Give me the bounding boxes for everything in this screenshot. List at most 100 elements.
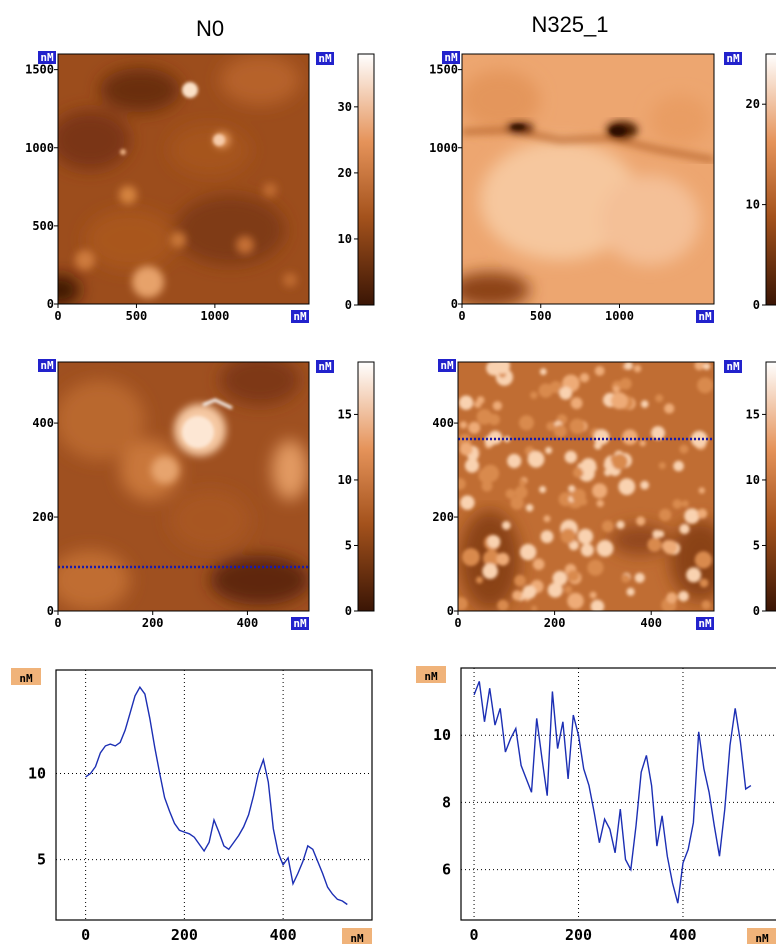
n325-large-y-unit-text: nM	[444, 51, 458, 64]
grain	[572, 467, 584, 478]
grain	[601, 520, 614, 533]
grain	[488, 430, 503, 445]
grain	[592, 483, 608, 499]
n325-large-x-unit-bg	[696, 310, 714, 323]
grain	[569, 418, 585, 434]
grain	[519, 415, 534, 431]
n0-large-colorbar-label: 0	[345, 298, 352, 312]
n325-large-image	[462, 54, 714, 304]
grain	[531, 605, 538, 611]
grain	[679, 523, 690, 535]
n325-large-x-tick-label: 500	[530, 309, 552, 323]
grain	[478, 468, 494, 484]
grain	[657, 530, 665, 538]
n0-large-y-tick-label: 1500	[25, 63, 54, 77]
grain	[610, 392, 628, 410]
n325-zoom-x-tick-label: 400	[640, 616, 662, 630]
n0-zoom-x-unit-text: nM	[293, 617, 307, 630]
grain	[636, 516, 646, 526]
grain	[530, 391, 538, 399]
n0-profile-x-tick-label: 200	[171, 926, 198, 944]
n0-zoom-x-unit-bg	[291, 617, 309, 630]
grain	[580, 543, 594, 557]
grain	[514, 485, 528, 499]
grain	[655, 394, 664, 403]
grain	[651, 426, 665, 441]
grain	[697, 377, 714, 394]
n0-zoom-y-unit: nM	[38, 359, 56, 372]
grain	[464, 458, 480, 473]
grain	[672, 499, 683, 509]
n0-zoom-colorbar-unit-text: nM	[318, 360, 332, 373]
n325-zoom-x-tick-label: 200	[544, 616, 566, 630]
grain	[474, 400, 482, 408]
grain	[483, 550, 500, 567]
n325-profile-x-tick-label: 0	[470, 926, 479, 944]
grain	[476, 409, 493, 425]
n325-zoom-colorbar-unit-text: nM	[726, 360, 740, 373]
grain	[543, 515, 551, 523]
n0-large-image	[58, 54, 309, 304]
grain	[596, 540, 614, 557]
grain	[639, 439, 646, 447]
n325-profile-profile-line	[473, 681, 752, 904]
n325-zoom-colorbar-label: 10	[746, 473, 760, 487]
n325-profile-x-unit: nM	[747, 928, 776, 944]
n325-profile-y-tick-label: 6	[442, 861, 451, 879]
n325-profile-x-unit-bg	[747, 928, 776, 944]
grain	[594, 366, 605, 376]
grain	[538, 383, 553, 398]
n325-profile-y-unit-text: nM	[424, 670, 438, 683]
n0-large-y-unit: nM	[38, 51, 56, 64]
grain	[459, 442, 473, 456]
n325-zoom-y-unit-bg	[438, 359, 456, 372]
grain	[579, 373, 590, 383]
grain	[458, 395, 474, 410]
chart-title-n325: N325_1	[531, 12, 609, 37]
grain	[590, 599, 605, 611]
n325-zoom-frame	[457, 361, 715, 612]
n325-zoom-y-tick-label: 400	[432, 416, 454, 430]
n0-zoom-colorbar-label: 5	[345, 538, 352, 552]
n0-large-x-tick-label: 1000	[200, 309, 229, 323]
n0-profile-x-tick-label: 0	[81, 926, 90, 944]
n0-zoom-frame	[57, 361, 310, 612]
grain	[701, 600, 711, 610]
n325-large-x-unit-text: nM	[698, 310, 712, 323]
grain	[612, 385, 620, 393]
grain	[519, 479, 526, 487]
n325-large-colorbar-label: 10	[746, 198, 760, 212]
n0-large-x-unit-text: nM	[293, 310, 307, 323]
n0-large-x-unit: nM	[291, 310, 309, 323]
n0-zoom-y-unit-text: nM	[40, 359, 54, 372]
grain	[640, 480, 649, 490]
grain	[634, 572, 645, 583]
grain	[568, 485, 576, 493]
grain	[522, 585, 537, 599]
n325-large-colorbar-unit-bg	[724, 52, 742, 65]
n0-zoom-x-tick-label: 400	[237, 616, 259, 630]
grain	[611, 453, 628, 470]
grain	[666, 592, 678, 604]
grain	[481, 480, 493, 492]
n0-large-y-tick-label: 1000	[25, 141, 54, 155]
n325-large-colorbar	[765, 53, 776, 306]
n0-profile-x-unit-bg	[342, 928, 372, 944]
n325-large-y-unit-bg	[442, 51, 460, 64]
grain	[475, 576, 483, 584]
grain	[546, 421, 556, 431]
grain	[560, 528, 576, 544]
grain	[547, 582, 563, 598]
grain	[621, 574, 630, 583]
grain	[626, 587, 635, 596]
grain	[459, 421, 468, 429]
grain	[633, 364, 642, 373]
n325-zoom-y-tick-label: 200	[432, 510, 454, 524]
n325-large-x-unit: nM	[696, 310, 714, 323]
grain	[501, 521, 511, 530]
grain	[694, 362, 705, 371]
n0-large-colorbar-unit: nM	[316, 52, 334, 65]
n0-large-y-tick-label: 0	[47, 297, 54, 311]
n325-large-x-tick-label: 0	[458, 309, 465, 323]
grain	[540, 530, 554, 544]
